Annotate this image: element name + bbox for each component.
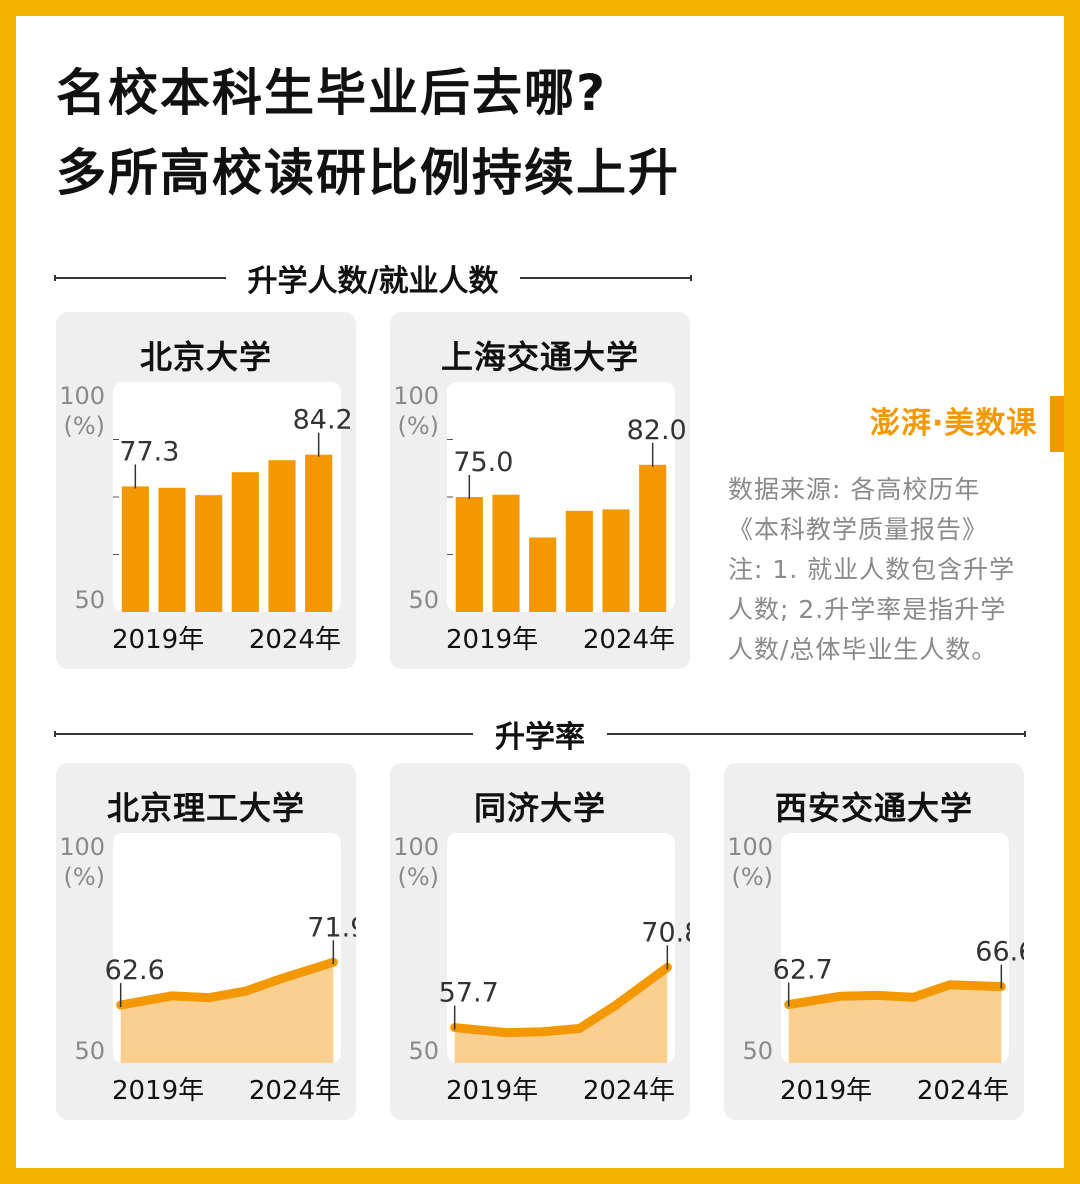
panel-title: 北京理工大学 xyxy=(106,789,305,827)
panel-title: 上海交通大学 xyxy=(440,338,639,376)
point-2020 xyxy=(504,1030,508,1035)
source-notes: 数据来源: 各高校历年 《本科教学质量报告》 注: 1. 就业人数包含升学 人数… xyxy=(728,470,1058,670)
bar-2019 xyxy=(455,497,483,612)
data-label: 62.7 xyxy=(773,955,833,986)
y-tick-label: 50 xyxy=(408,1037,439,1065)
bar-2023 xyxy=(268,460,296,612)
x-tick-label: 2024年 xyxy=(249,625,341,655)
x-tick-label: 2024年 xyxy=(583,1076,675,1106)
y-tick-label: (%) xyxy=(731,863,773,891)
source-line-1: 数据来源: 各高校历年 xyxy=(728,475,981,504)
y-tick-label: 100 xyxy=(59,382,105,410)
section-label: 升学人数/就业人数 xyxy=(247,264,499,299)
bar-2024 xyxy=(639,464,667,612)
y-tick-label: 50 xyxy=(74,1037,105,1065)
y-tick-label: (%) xyxy=(397,412,439,440)
y-tick-label: 50 xyxy=(742,1037,773,1065)
section-rule-right xyxy=(607,731,1026,737)
data-label: 71.9 xyxy=(307,912,356,943)
bar-2024 xyxy=(305,454,333,612)
series-area xyxy=(788,984,1002,1063)
section-header-rate: 升学率 xyxy=(54,714,1026,755)
series-line xyxy=(450,962,672,1038)
bar-2021 xyxy=(195,495,223,612)
data-label: 75.0 xyxy=(453,447,513,478)
main-title-line2: 多所高校读研比例持续上升 xyxy=(56,144,680,202)
x-tick-label: 2024年 xyxy=(249,1076,341,1106)
bar-2019 xyxy=(121,486,149,612)
bar-2023 xyxy=(602,509,630,612)
point-2023 xyxy=(614,1003,618,1008)
chart-svg: 100(%) 50 75.0 82.0 2019年 2024年 xyxy=(393,382,687,655)
point-2020 xyxy=(838,994,842,999)
y-tick-label: (%) xyxy=(63,863,105,891)
point-2022 xyxy=(243,989,248,994)
brand-logo-bar xyxy=(1050,396,1064,452)
y-tick-label: 50 xyxy=(408,586,439,614)
point-2021 xyxy=(540,1029,545,1034)
panel-title: 同济大学 xyxy=(473,789,606,827)
panel-title: 北京大学 xyxy=(139,338,272,376)
chart-svg: 100(%) 50 62.7 66.6 2019年 2024年 xyxy=(727,833,1024,1106)
data-label: 82.0 xyxy=(627,415,687,446)
main-title-line1: 名校本科生毕业后去哪? xyxy=(56,64,608,122)
bar-2020 xyxy=(492,494,520,612)
point-2023 xyxy=(948,982,952,987)
bar-2020 xyxy=(158,487,186,612)
point-2022 xyxy=(577,1026,582,1031)
x-tick-label: 2019年 xyxy=(446,625,538,655)
series-area xyxy=(120,962,334,1063)
point-2020 xyxy=(170,993,174,998)
data-label: 84.2 xyxy=(293,405,353,436)
section-rule-right xyxy=(520,275,692,281)
chart-panel-xjtu: 100(%) 50 62.7 66.6 2019年 2024年 西安交通大学 xyxy=(724,763,1024,1120)
y-tick-label: 100 xyxy=(59,833,105,861)
brand-logo-text: 澎湃·美数课 xyxy=(870,406,1038,441)
y-tick-label: (%) xyxy=(397,863,439,891)
x-tick-label: 2019年 xyxy=(446,1076,538,1106)
y-tick-label: 100 xyxy=(727,833,773,861)
data-label: 57.7 xyxy=(439,978,499,1009)
x-tick-label: 2019年 xyxy=(780,1076,872,1106)
note-line-3: 人数/总体毕业生人数。 xyxy=(728,635,998,664)
point-2023 xyxy=(280,976,284,981)
data-label: 70.8 xyxy=(641,917,690,948)
note-line-2: 人数; 2.升学率是指升学 xyxy=(728,595,1007,624)
section-label: 升学率 xyxy=(495,720,585,755)
chart-svg: 100(%) 50 77.3 84.2 2019年 2024年 xyxy=(59,382,353,655)
series-area xyxy=(454,967,668,1063)
point-2021 xyxy=(206,995,211,1000)
bar-2022 xyxy=(231,472,259,612)
point-2022 xyxy=(911,995,916,1000)
data-label: 62.6 xyxy=(105,955,165,986)
series-line xyxy=(784,980,1006,1010)
panel-title: 西安交通大学 xyxy=(774,789,973,827)
x-tick-label: 2024年 xyxy=(917,1076,1009,1106)
x-tick-label: 2024年 xyxy=(583,625,675,655)
series-line xyxy=(116,957,338,1010)
y-tick-label: 100 xyxy=(393,833,439,861)
x-tick-label: 2019年 xyxy=(112,1076,204,1106)
y-tick-label: 50 xyxy=(74,586,105,614)
brand-logo: 澎湃·美数课 xyxy=(870,396,1064,452)
chart-panel-pku: 100 (%) 50 77.3 84.2 2019年 2024年 北京大学 xyxy=(56,312,356,669)
note-line-1: 注: 1. 就业人数包含升学 xyxy=(728,555,1016,584)
data-label: 66.6 xyxy=(975,937,1024,968)
point-2021 xyxy=(874,993,879,998)
chart-svg: 100(%) 50 62.6 71.9 2019年 2024年 xyxy=(59,833,356,1106)
source-line-2: 《本科教学质量报告》 xyxy=(728,515,989,544)
chart-panel-sjtu: 100 (%) 50 75.0 82.0 2019年 2024年 上海交通大学 xyxy=(390,312,690,669)
y-tick-label: 100 xyxy=(393,382,439,410)
data-label: 77.3 xyxy=(119,436,179,467)
x-tick-label: 2019年 xyxy=(112,625,204,655)
section-rule-left xyxy=(54,731,473,737)
section-rule-left xyxy=(54,275,226,281)
y-tick-label: (%) xyxy=(63,412,105,440)
chart-panel-bit: 100(%) 50 62.6 71.9 2019年 2024年 北京理工大学 xyxy=(56,763,356,1120)
bar-2021 xyxy=(529,537,557,612)
section-header-counts: 升学人数/就业人数 xyxy=(54,258,692,299)
bar-2022 xyxy=(565,510,593,612)
